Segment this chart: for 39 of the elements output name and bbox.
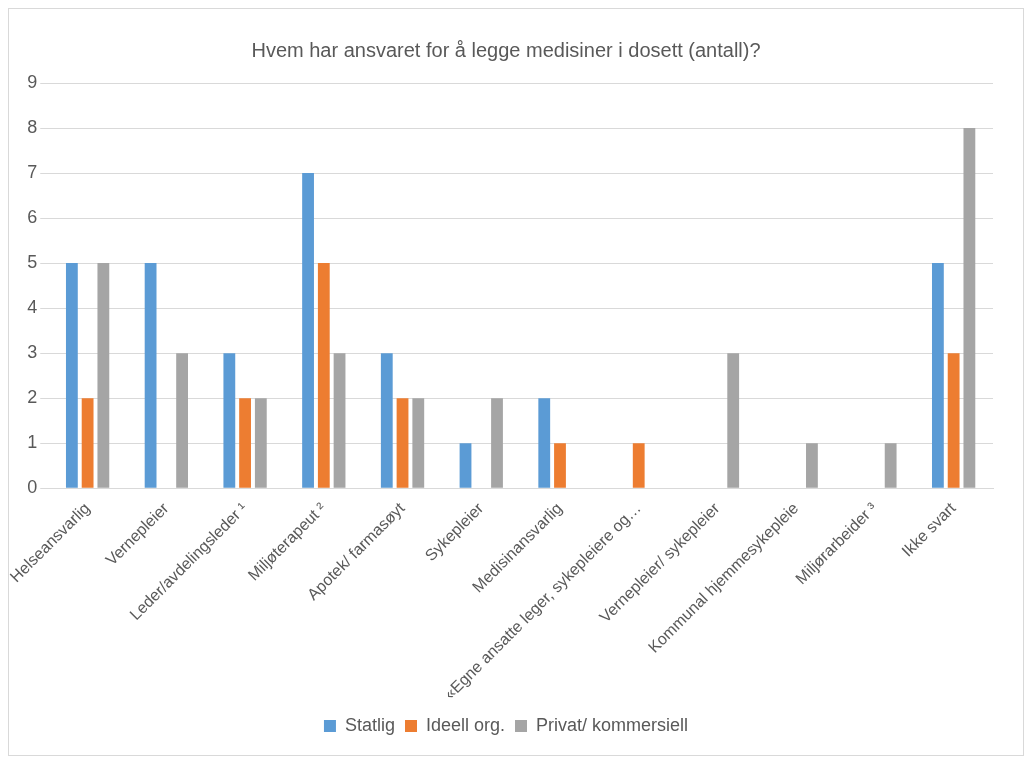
bar — [884, 443, 897, 488]
legend-label: Ideell org. — [425, 714, 506, 735]
bar — [254, 398, 267, 488]
bar — [632, 443, 645, 488]
y-tick-label: 2 — [27, 387, 38, 408]
bar — [176, 353, 188, 488]
bar — [538, 398, 551, 488]
y-tick-label: 3 — [27, 342, 38, 363]
bar — [727, 353, 740, 488]
bar — [459, 443, 472, 488]
bar — [65, 263, 78, 488]
y-tick-label: 9 — [27, 71, 38, 92]
bar — [412, 398, 425, 488]
y-tick-label: 6 — [27, 207, 38, 228]
bar — [947, 353, 960, 488]
bar — [380, 353, 393, 488]
legend-label: Statlig — [344, 714, 395, 735]
bar — [396, 398, 409, 488]
y-tick-label: 7 — [27, 162, 38, 183]
y-tick-label: 4 — [27, 297, 38, 318]
bar — [239, 398, 251, 488]
bar — [223, 353, 236, 488]
bar — [302, 173, 314, 488]
bar — [317, 263, 330, 488]
legend-label: Privat/ kommersiell — [536, 714, 689, 735]
chart-title: Hvem har ansvaret for å legge medisiner i dosett (antall)? — [251, 38, 761, 61]
bar — [144, 263, 157, 488]
bar — [81, 398, 94, 488]
y-tick-label: 0 — [27, 477, 38, 498]
bar — [931, 263, 944, 488]
y-tick-label: 1 — [27, 432, 38, 453]
bar — [806, 443, 818, 488]
bar — [554, 443, 566, 488]
y-tick-label: 5 — [27, 252, 38, 273]
bar — [97, 263, 110, 488]
bar — [333, 353, 346, 488]
y-tick-label: 8 — [27, 116, 38, 137]
bar — [491, 398, 503, 488]
bar — [963, 128, 976, 488]
